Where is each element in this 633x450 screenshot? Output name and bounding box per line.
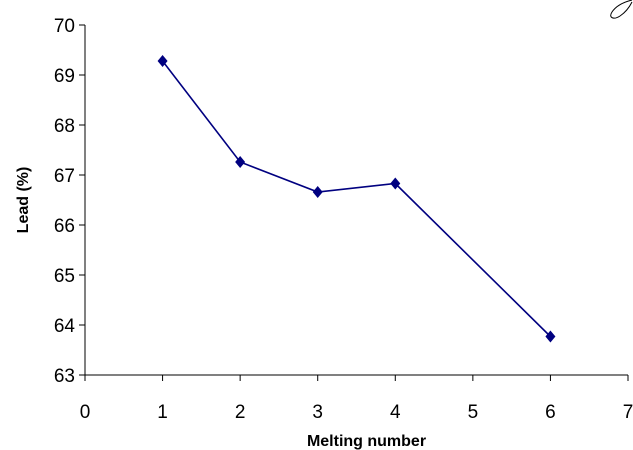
- x-ticks: 0 1 2 3 4 5 6 7: [80, 375, 633, 423]
- corner-mark: [610, 0, 633, 19]
- y-tick-label: 65: [54, 266, 75, 287]
- x-tick-label: 4: [390, 402, 401, 423]
- data-point-marker: [390, 177, 401, 190]
- y-tick-label: 68: [54, 116, 75, 137]
- y-tick-label: 63: [54, 366, 75, 387]
- x-tick-label: 7: [623, 402, 633, 423]
- x-tick-label: 6: [545, 402, 556, 423]
- y-axis-title: Lead (%): [15, 167, 32, 234]
- x-axis-title: Melting number: [307, 433, 426, 450]
- x-tick-label: 3: [312, 402, 323, 423]
- data-point-marker: [312, 186, 323, 198]
- y-ticks: 63 64 65 66 67 68 69 70: [54, 16, 85, 387]
- x-tick-label: 1: [157, 402, 168, 423]
- y-tick-label: 69: [54, 66, 75, 87]
- data-point-marker: [235, 156, 246, 168]
- y-tick-label: 66: [54, 216, 75, 237]
- data-point-marker: [545, 330, 556, 343]
- data-point-marker: [157, 55, 168, 67]
- y-tick-label: 70: [54, 16, 75, 37]
- series-layer: [157, 55, 556, 343]
- y-tick-label: 67: [54, 166, 75, 187]
- x-tick-label: 2: [235, 402, 246, 423]
- x-tick-label: 0: [80, 402, 91, 423]
- series-line: [161, 60, 551, 338]
- y-tick-label: 64: [54, 316, 76, 337]
- x-tick-label: 5: [468, 402, 479, 423]
